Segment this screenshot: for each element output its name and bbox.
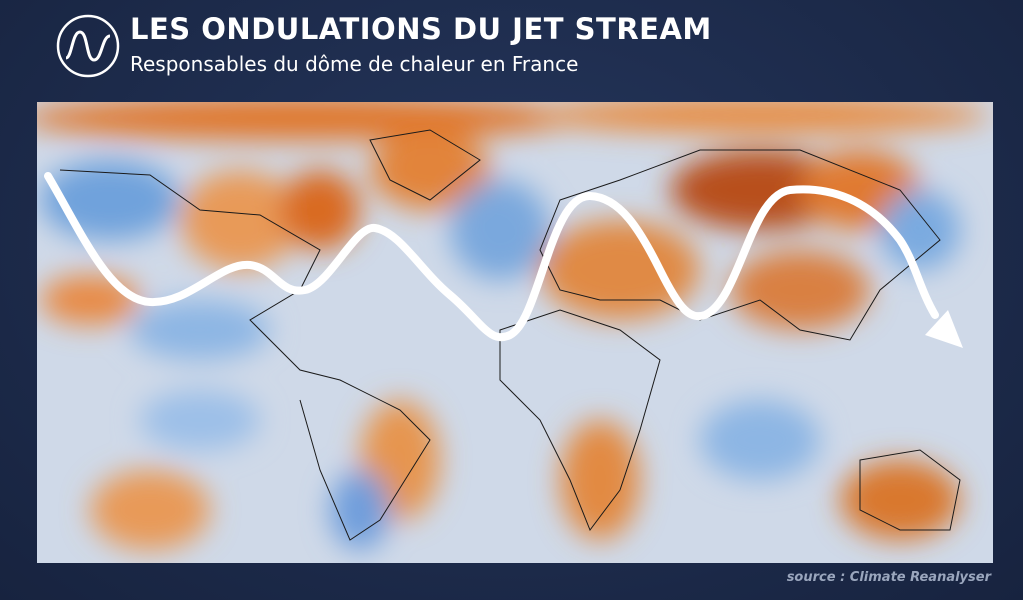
coastlines	[59, 129, 961, 541]
title: LES ONDULATIONS DU JET STREAM	[130, 12, 712, 46]
source-credit: source : Climate Reanalyser	[786, 570, 991, 585]
temperature-map	[37, 102, 993, 563]
subtitle: Responsables du dôme de chaleur en Franc…	[130, 52, 579, 76]
jet-stream-arrow	[44, 172, 963, 348]
logo	[56, 14, 120, 78]
